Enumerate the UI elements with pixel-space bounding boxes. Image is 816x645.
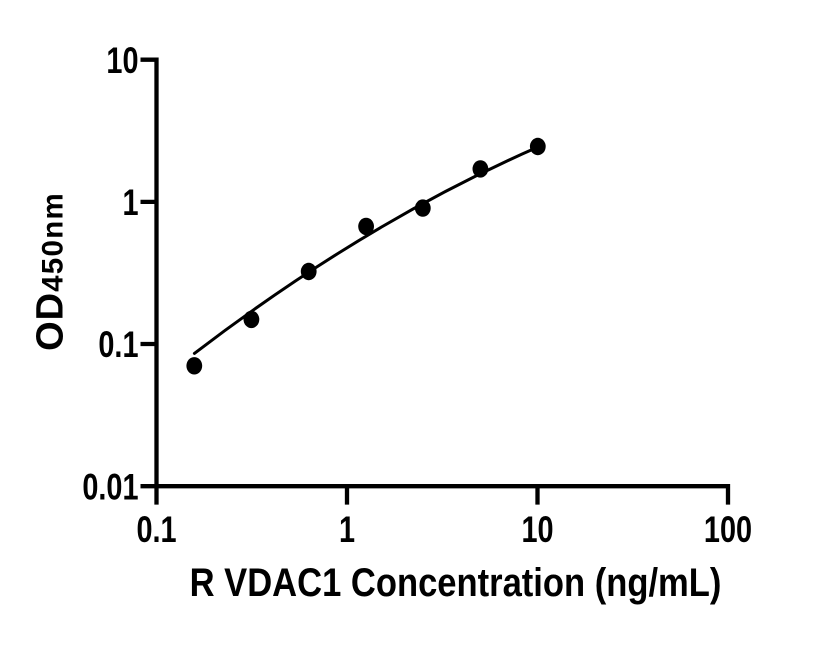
svg-text:100: 100 bbox=[704, 510, 752, 551]
svg-text:0.1: 0.1 bbox=[136, 510, 176, 551]
svg-text:0.01: 0.01 bbox=[82, 467, 138, 508]
svg-text:10: 10 bbox=[521, 510, 553, 551]
svg-text:OD450nm: OD450nm bbox=[30, 192, 72, 351]
svg-text:0.1: 0.1 bbox=[98, 325, 138, 366]
svg-text:1: 1 bbox=[339, 510, 355, 551]
svg-text:10: 10 bbox=[106, 41, 138, 82]
svg-text:1: 1 bbox=[122, 183, 138, 224]
svg-text:R VDAC1 Concentration (ng/mL): R VDAC1 Concentration (ng/mL) bbox=[190, 560, 722, 605]
